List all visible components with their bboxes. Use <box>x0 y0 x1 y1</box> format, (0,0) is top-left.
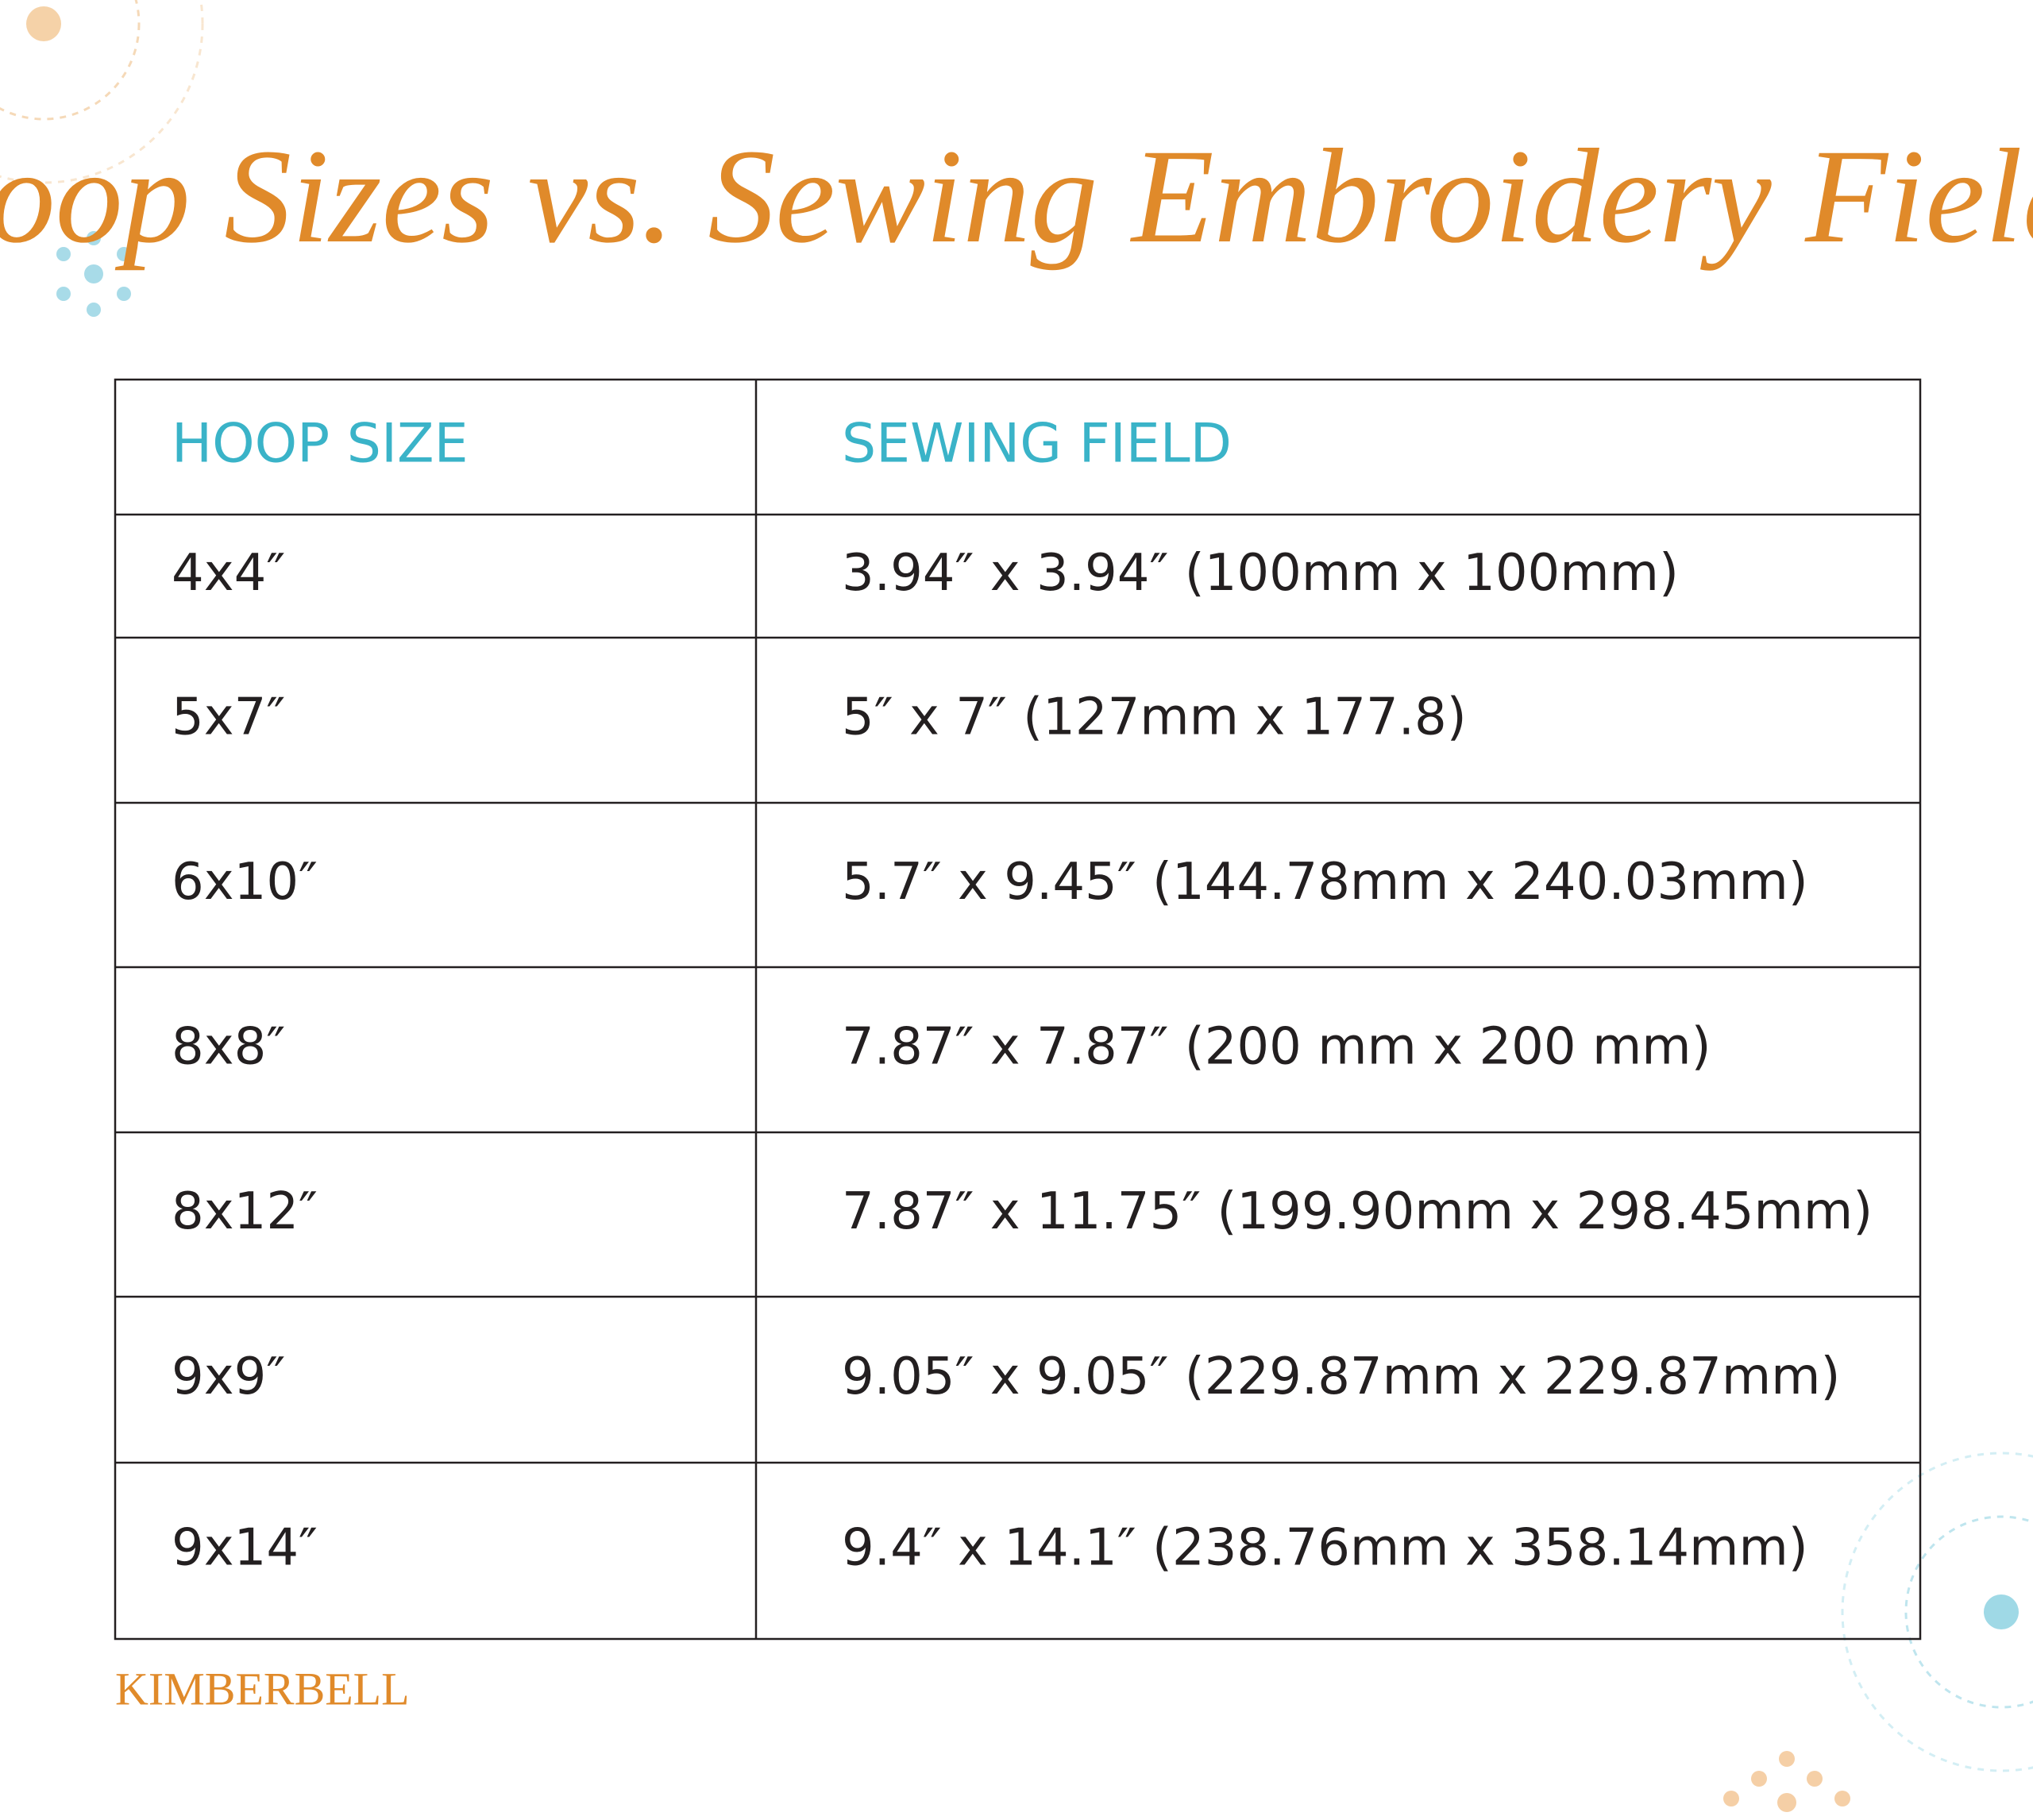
decoration <box>1723 1751 1850 1812</box>
sewing-field: 5.7″ x 9.45″ (144.78mm x 240.03mm) <box>842 853 1808 912</box>
decoration <box>56 231 131 317</box>
title: Hoop Sizes vs. Sewing Embroidery Fields <box>0 121 2033 271</box>
decoration <box>0 0 2033 1772</box>
hoop-size: 8x12″ <box>172 1182 318 1241</box>
sewing-field: 7.87″ x 7.87″ (200 mm x 200 mm) <box>842 1018 1711 1077</box>
sewing-field: 3.94″ x 3.94″ (100mm x 100mm) <box>842 544 1679 603</box>
hoop-size: 6x10″ <box>172 853 318 912</box>
sewing-field: 5″ x 7″ (127mm x 177.8) <box>842 688 1467 747</box>
hoop-size: 4x4″ <box>172 544 285 603</box>
column-header: HOOP SIZE <box>172 413 469 476</box>
hoop-size: 8x8″ <box>172 1018 285 1077</box>
hoop-size: 9x14″ <box>172 1519 318 1578</box>
hoop-size: 5x7″ <box>172 688 285 747</box>
column-header: SEWING FIELD <box>842 413 1232 476</box>
sewing-field: 9.05″ x 9.05″ (229.87mm x 229.87mm) <box>842 1348 1840 1406</box>
sewing-field: 7.87″ x 11.75″ (199.90mm x 298.45mm) <box>842 1182 1873 1241</box>
logo: KIMBERBELL <box>115 1663 410 1714</box>
sewing-field: 9.4″ x 14.1″ (238.76mm x 358.14mm) <box>842 1519 1808 1578</box>
hoop-size: 9x9″ <box>172 1348 285 1406</box>
table-body: 4x4″ 3.94″ x 3.94″ (100mm x 100mm) 5x7″ 5″ … <box>172 544 1873 1578</box>
table-grid <box>114 378 1922 1641</box>
